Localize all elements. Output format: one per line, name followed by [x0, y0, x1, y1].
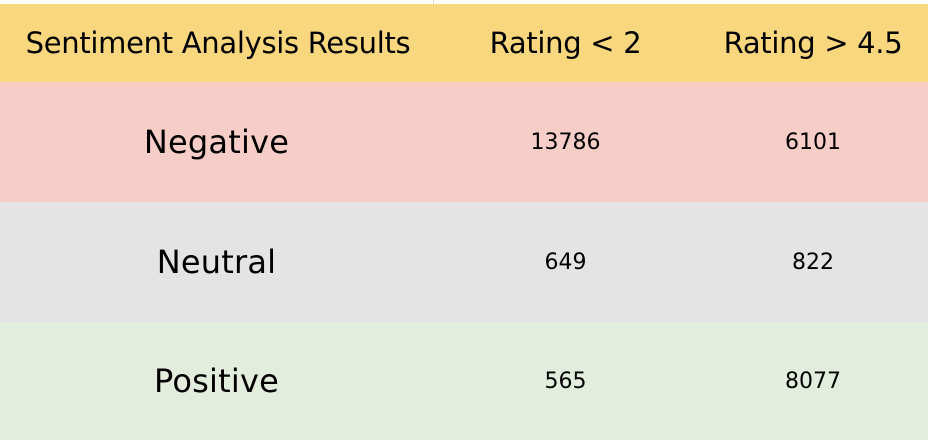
neutral-rating-above-4-5: 822 — [792, 249, 834, 275]
row-label-neutral: Neutral — [156, 243, 277, 281]
positive-rating-below-2: 565 — [544, 368, 587, 394]
row-negative: Negative 13786 6101 — [0, 82, 928, 202]
top-border — [0, 0, 928, 4]
row-label-negative: Negative — [143, 123, 290, 161]
header-rating-above-4-5: Rating > 4.5 — [723, 26, 903, 60]
row-neutral: Neutral 649 822 — [0, 202, 928, 322]
neutral-rating-below-2: 649 — [544, 249, 587, 275]
row-positive: Positive 565 8077 — [0, 322, 928, 440]
header-row: Sentiment Analysis Results Rating < 2 Ra… — [0, 4, 928, 82]
header-sentiment: Sentiment Analysis Results — [25, 26, 411, 60]
header-rating-below-2: Rating < 2 — [489, 26, 642, 60]
column-divider-tick — [433, 0, 434, 4]
negative-rating-below-2: 13786 — [530, 129, 601, 155]
row-label-positive: Positive — [154, 362, 279, 400]
negative-rating-above-4-5: 6101 — [785, 129, 841, 155]
positive-rating-above-4-5: 8077 — [785, 368, 841, 394]
